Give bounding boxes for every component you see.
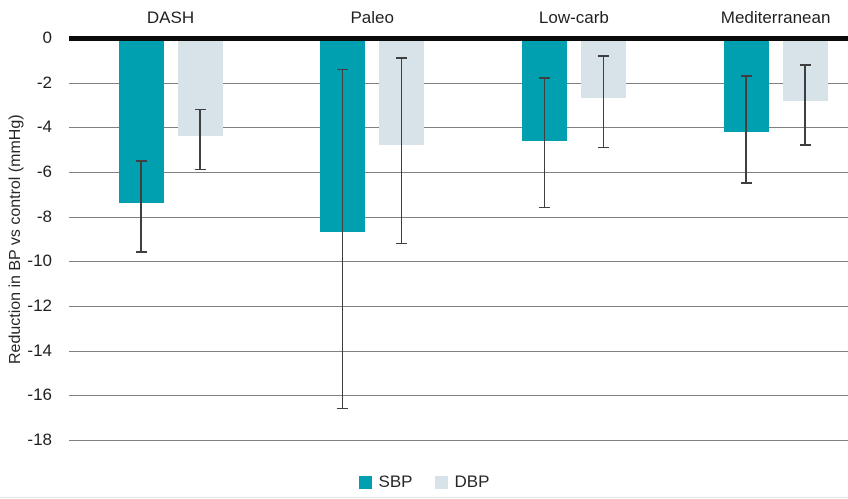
error-bar-cap-bottom [799, 144, 811, 146]
y-tick-label: -18 [27, 429, 52, 449]
y-tick-label: -16 [27, 385, 52, 405]
error-bar-line [602, 55, 605, 148]
error-bar-cap-bottom [337, 407, 349, 410]
y-tick-label: -8 [36, 206, 52, 226]
y-tick-label: -14 [27, 340, 52, 360]
legend: SBP DBP [0, 471, 848, 493]
gridline [69, 171, 848, 173]
zero-axis-line [69, 36, 848, 41]
y-tick-label: -2 [36, 72, 52, 92]
error-bar-line [401, 58, 403, 244]
legend-item-dbp: DBP [434, 472, 490, 492]
error-bar-cap-bottom [597, 146, 609, 149]
error-bar-line [140, 160, 142, 253]
y-tick-label: -10 [27, 251, 52, 271]
error-bar-cap-top [396, 57, 408, 59]
error-bar-cap-bottom [396, 242, 408, 245]
gridline [69, 127, 848, 129]
legend-label-sbp: SBP [378, 472, 413, 491]
gridline [69, 350, 848, 352]
error-bar-cap-bottom [194, 168, 206, 171]
category-label: DASH [146, 8, 195, 27]
gridline [69, 261, 848, 263]
error-bar-cap-bottom [740, 182, 752, 184]
legend-swatch-sbp [358, 475, 372, 489]
legend-label-dbp: DBP [454, 472, 490, 491]
error-bar-cap-top [194, 108, 206, 111]
y-tick-label: -6 [36, 161, 52, 181]
error-bar-line [804, 64, 806, 146]
legend-item-sbp: SBP [358, 472, 413, 492]
gridline [69, 216, 848, 218]
error-bar-cap-bottom [538, 206, 550, 209]
error-bar-line [745, 75, 747, 184]
y-tick-label: 0 [42, 28, 52, 47]
error-bar-cap-top [597, 55, 609, 57]
error-bar-line [342, 69, 344, 409]
gridline [69, 305, 848, 307]
error-bar-line [199, 109, 201, 170]
error-bar-cap-top [740, 75, 752, 77]
legend-swatch-dbp [434, 475, 448, 489]
error-bar-cap-bottom [135, 251, 147, 254]
category-label: Low-carb [538, 8, 609, 27]
error-bar-line [543, 78, 546, 208]
gridline [69, 395, 848, 397]
gridline [69, 82, 848, 84]
error-bar-cap-top [799, 64, 811, 66]
y-tick-label: -4 [36, 117, 52, 137]
y-tick-label: -12 [27, 295, 52, 315]
error-bar-cap-top [337, 68, 349, 71]
error-bar-cap-top [538, 77, 550, 80]
category-label: Mediterranean [720, 8, 831, 27]
gridline [69, 439, 848, 441]
bottom-divider [0, 497, 848, 498]
category-label: Paleo [350, 8, 394, 27]
error-bar-cap-top [135, 160, 147, 162]
